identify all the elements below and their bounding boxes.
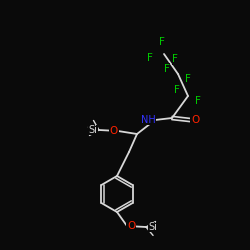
Text: F: F [172,54,178,64]
Text: F: F [195,96,201,106]
Text: Si: Si [148,222,158,232]
Text: O: O [110,126,118,136]
Text: F: F [159,37,165,47]
Text: F: F [185,74,191,84]
Text: O: O [127,221,135,231]
Text: F: F [164,64,170,74]
Text: Si: Si [88,125,98,135]
Text: F: F [147,53,153,63]
Text: F: F [174,85,180,95]
Text: NH: NH [140,115,156,125]
Text: O: O [191,115,199,125]
